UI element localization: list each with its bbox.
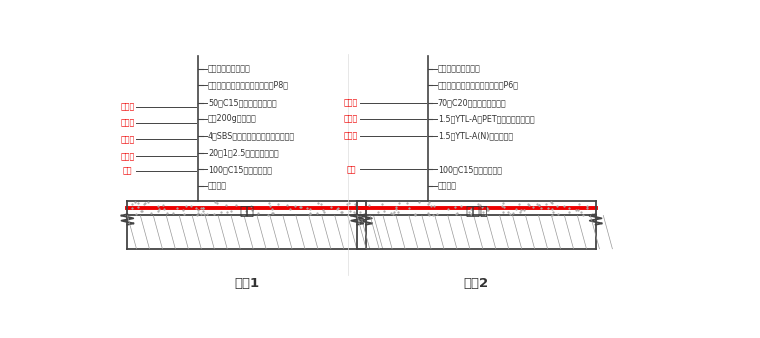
Text: 100厚C15素混凝土垫层: 100厚C15素混凝土垫层 — [208, 165, 272, 174]
Text: 防水层: 防水层 — [344, 131, 359, 140]
Text: 保护层: 保护层 — [344, 98, 359, 107]
Text: 素土夯实: 素土夯实 — [438, 182, 457, 191]
Text: 保护层: 保护层 — [120, 102, 135, 112]
Text: 4厚SBS改性沥青防水卷材（聚酯胎）: 4厚SBS改性沥青防水卷材（聚酯胎） — [208, 131, 295, 140]
Text: 1.5厚YTL-A（PET）自粘卷材防水层: 1.5厚YTL-A（PET）自粘卷材防水层 — [438, 114, 534, 123]
Text: 20厚1：2.5水泥砂浆找平层: 20厚1：2.5水泥砂浆找平层 — [208, 148, 279, 158]
Text: 素土夯实: 素土夯实 — [208, 182, 227, 191]
Text: 100厚C15素混凝土垫层: 100厚C15素混凝土垫层 — [438, 165, 502, 174]
Text: 抗渗钢筋混凝土底板（抗渗等级P8）: 抗渗钢筋混凝土底板（抗渗等级P8） — [208, 80, 289, 89]
Text: 50厚C15细石混凝土保护层: 50厚C15细石混凝土保护层 — [208, 98, 277, 107]
Text: 地面（见工程做法）: 地面（见工程做法） — [208, 65, 251, 74]
Text: 地面（见工程做法）: 地面（见工程做法） — [438, 65, 480, 74]
Text: 防水层: 防水层 — [120, 135, 135, 144]
Text: 70厚C20细石混凝土保护层: 70厚C20细石混凝土保护层 — [438, 98, 506, 107]
Text: 隔离层: 隔离层 — [120, 119, 135, 127]
Text: 做法1: 做法1 — [234, 277, 259, 290]
Text: 防水层: 防水层 — [344, 114, 359, 123]
Text: 垫层: 垫层 — [347, 165, 356, 174]
Text: 垫层: 垫层 — [122, 167, 132, 176]
Text: 抗渗钢筋混凝土底板（抗渗等级P6）: 抗渗钢筋混凝土底板（抗渗等级P6） — [438, 80, 519, 89]
Text: 1.5厚YTL-A(N)卷材防水层: 1.5厚YTL-A(N)卷材防水层 — [438, 131, 513, 140]
Text: 筏板: 筏板 — [239, 204, 254, 218]
Text: 花铺200g油毡一道: 花铺200g油毡一道 — [208, 114, 257, 123]
Text: 找平层: 找平层 — [120, 152, 135, 161]
Text: 止水板: 止水板 — [465, 204, 488, 218]
Text: 做法2: 做法2 — [464, 277, 489, 290]
